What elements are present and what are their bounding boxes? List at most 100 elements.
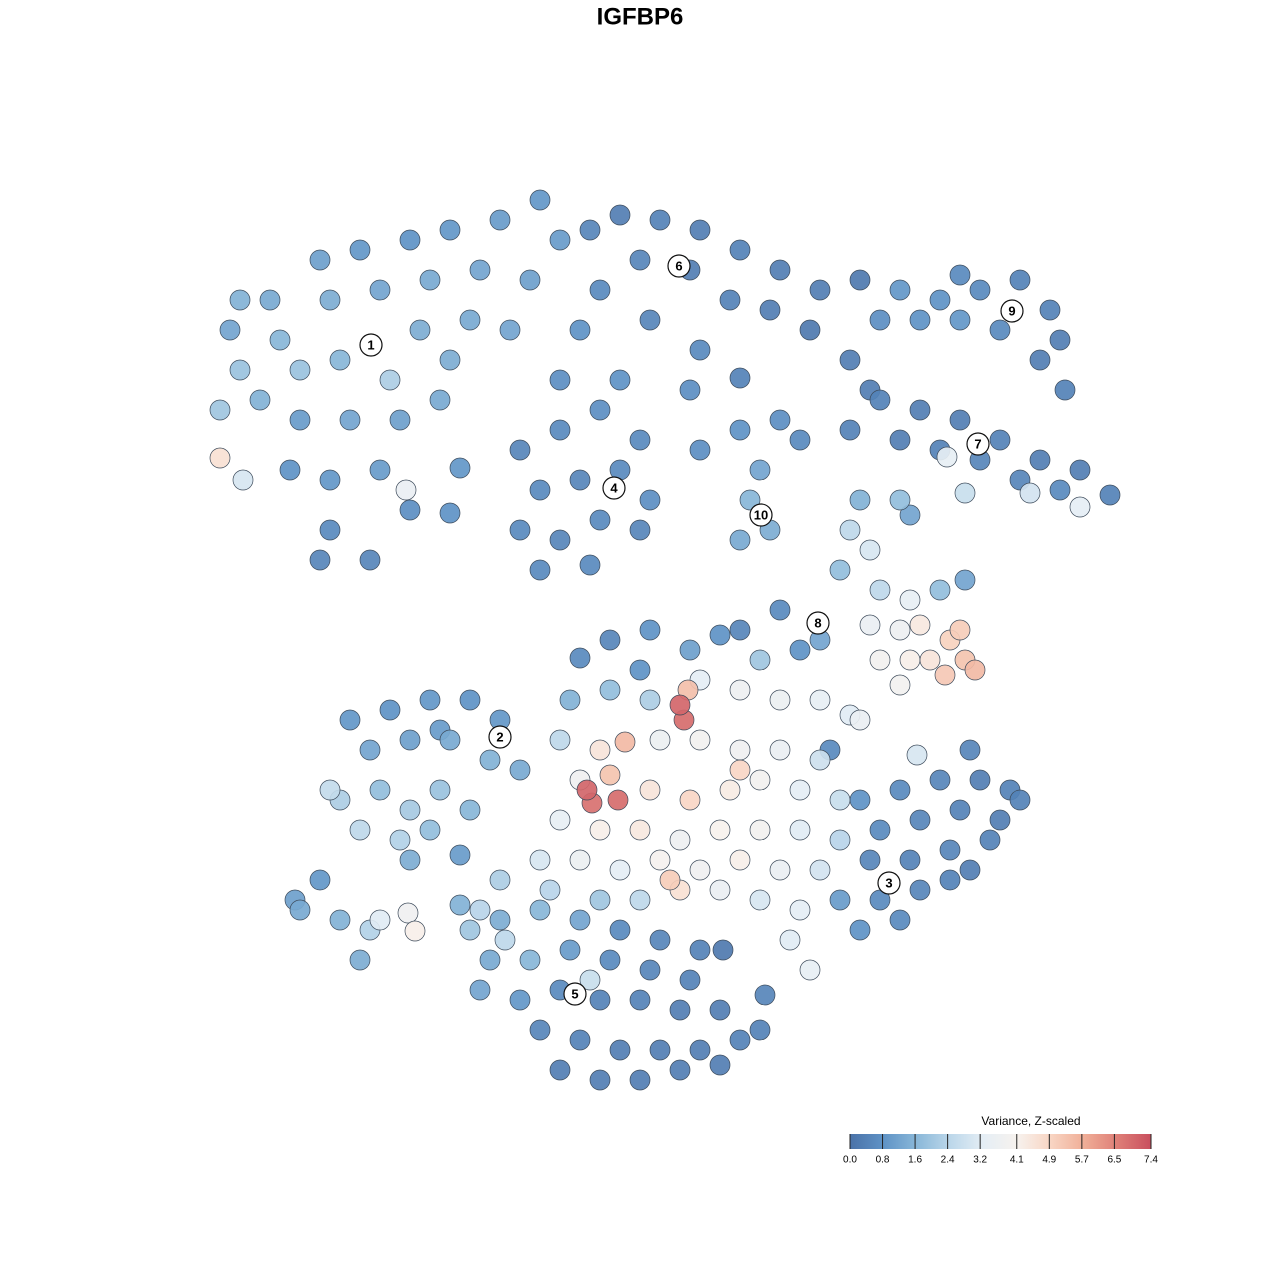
cluster-label-badge — [602, 476, 626, 500]
cluster-label: 1 — [367, 337, 374, 352]
point — [529, 479, 551, 501]
point — [576, 779, 598, 801]
point — [869, 309, 891, 331]
point — [719, 779, 741, 801]
point — [509, 989, 531, 1011]
point — [949, 264, 971, 286]
point — [479, 749, 501, 771]
point — [607, 789, 629, 811]
point — [669, 1059, 691, 1081]
point — [936, 446, 958, 468]
point — [629, 1069, 651, 1091]
point — [749, 649, 771, 671]
point — [909, 879, 931, 901]
point — [529, 899, 551, 921]
point — [629, 889, 651, 911]
cluster-label-badge — [749, 503, 773, 527]
point — [679, 379, 701, 401]
point — [869, 389, 891, 411]
point — [399, 229, 421, 251]
point — [729, 739, 751, 761]
point — [589, 819, 611, 841]
point — [729, 529, 751, 551]
point — [429, 779, 451, 801]
point — [829, 559, 851, 581]
cluster-label: 9 — [1008, 303, 1015, 318]
point — [589, 739, 611, 761]
point — [829, 789, 851, 811]
point — [899, 649, 921, 671]
point — [489, 209, 511, 231]
point — [549, 1059, 571, 1081]
point — [949, 619, 971, 641]
point — [229, 289, 251, 311]
point — [409, 319, 431, 341]
point — [809, 859, 831, 881]
cluster-label-badge — [563, 982, 587, 1006]
point — [1039, 299, 1061, 321]
point — [249, 389, 271, 411]
point — [549, 729, 571, 751]
points — [209, 189, 1121, 1091]
point — [469, 899, 491, 921]
point — [729, 619, 751, 641]
point — [709, 819, 731, 841]
point — [749, 769, 771, 791]
point — [679, 789, 701, 811]
point — [934, 664, 956, 686]
point — [379, 699, 401, 721]
point — [859, 539, 881, 561]
point — [1049, 479, 1071, 501]
point — [469, 979, 491, 1001]
point — [909, 399, 931, 421]
point — [729, 759, 751, 781]
point — [719, 289, 741, 311]
point — [439, 502, 461, 524]
point — [439, 349, 461, 371]
point — [889, 619, 911, 641]
point — [369, 459, 391, 481]
point — [1029, 449, 1051, 471]
point — [829, 829, 851, 851]
point — [349, 819, 371, 841]
point — [689, 729, 711, 751]
point — [389, 829, 411, 851]
point — [909, 809, 931, 831]
colorbar-tick-label: 5.7 — [1075, 1155, 1089, 1166]
point — [729, 1029, 751, 1051]
point — [669, 829, 691, 851]
colorbar-tick-label: 0.8 — [876, 1155, 890, 1166]
point — [954, 482, 976, 504]
point — [395, 479, 417, 501]
point — [939, 839, 961, 861]
point — [1049, 329, 1071, 351]
point — [959, 739, 981, 761]
point — [789, 639, 811, 661]
point — [649, 929, 671, 951]
point — [359, 739, 381, 761]
point — [309, 249, 331, 271]
point — [1029, 349, 1051, 371]
point — [689, 859, 711, 881]
point — [399, 799, 421, 821]
point — [549, 369, 571, 391]
point — [809, 749, 831, 771]
point — [369, 909, 391, 931]
point — [479, 949, 501, 971]
colorbar-tick-label: 2.4 — [941, 1155, 955, 1166]
point — [589, 509, 611, 531]
point — [609, 859, 631, 881]
point — [329, 349, 351, 371]
point — [859, 849, 881, 871]
point — [379, 369, 401, 391]
point — [809, 689, 831, 711]
cluster-label: 6 — [675, 258, 682, 273]
point — [499, 319, 521, 341]
point — [639, 619, 661, 641]
point — [749, 459, 771, 481]
point — [209, 447, 231, 469]
point — [939, 869, 961, 891]
point — [449, 894, 471, 916]
point — [579, 969, 601, 991]
